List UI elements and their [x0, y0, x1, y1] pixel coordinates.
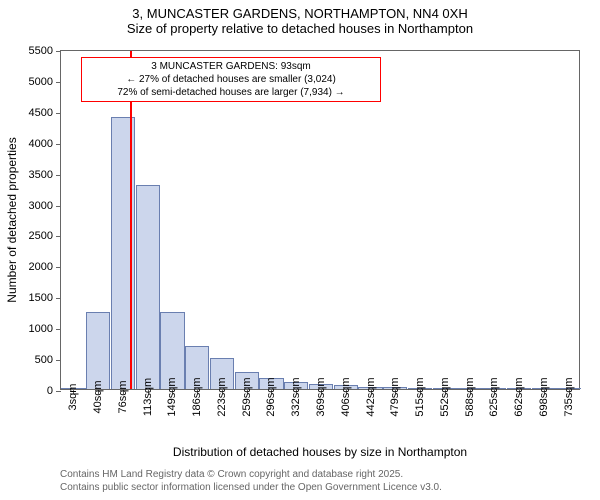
ytick-line	[56, 51, 61, 52]
ytick-line	[56, 82, 61, 83]
xtick-label: 149sqm	[166, 377, 178, 416]
ytick-line	[56, 206, 61, 207]
chart-container: 3, MUNCASTER GARDENS, NORTHAMPTON, NN4 0…	[0, 0, 600, 500]
y-axis-label: Number of detached properties	[5, 137, 19, 302]
footer-attribution: Contains HM Land Registry data © Crown c…	[60, 468, 442, 494]
xtick-label: 552sqm	[439, 377, 451, 416]
plot-area: 0500100015002000250030003500400045005000…	[60, 50, 580, 390]
xtick-label: 223sqm	[216, 377, 228, 416]
xtick-label: 40sqm	[92, 380, 104, 413]
ytick-label: 500	[35, 354, 53, 366]
xtick-label: 113sqm	[142, 378, 154, 416]
xtick-label: 406sqm	[340, 377, 352, 416]
ytick-line	[56, 113, 61, 114]
footer-line-1: Contains HM Land Registry data © Crown c…	[60, 468, 442, 481]
xtick-label: 76sqm	[117, 380, 129, 413]
ytick-label: 5000	[29, 76, 53, 88]
ytick-line	[56, 144, 61, 145]
ytick-line	[56, 329, 61, 330]
annotation-box: 3 MUNCASTER GARDENS: 93sqm← 27% of detac…	[81, 57, 381, 102]
xtick-label: 369sqm	[315, 377, 327, 416]
histogram-bar	[86, 312, 110, 389]
ytick-label: 2000	[29, 261, 53, 273]
xtick-label: 662sqm	[513, 377, 525, 416]
xtick-label: 3sqm	[67, 384, 79, 411]
chart-title-sub: Size of property relative to detached ho…	[0, 21, 600, 36]
chart-title-main: 3, MUNCASTER GARDENS, NORTHAMPTON, NN4 0…	[0, 0, 600, 21]
xtick-label: 735sqm	[563, 377, 575, 416]
xtick-label: 332sqm	[290, 377, 302, 416]
ytick-label: 1000	[29, 323, 53, 335]
ytick-label: 0	[47, 385, 53, 397]
ytick-label: 4000	[29, 138, 53, 150]
histogram-bar	[136, 185, 160, 389]
annotation-line-1: 3 MUNCASTER GARDENS: 93sqm	[88, 60, 374, 73]
ytick-label: 4500	[29, 107, 53, 119]
xtick-label: 442sqm	[365, 377, 377, 416]
ytick-label: 2500	[29, 230, 53, 242]
ytick-label: 3000	[29, 200, 53, 212]
ytick-line	[56, 391, 61, 392]
xtick-label: 186sqm	[191, 377, 203, 416]
xtick-label: 698sqm	[538, 377, 550, 416]
ytick-label: 5500	[29, 45, 53, 57]
xtick-label: 625sqm	[488, 377, 500, 416]
footer-line-2: Contains public sector information licen…	[60, 481, 442, 494]
xtick-label: 515sqm	[414, 377, 426, 416]
xtick-label: 588sqm	[464, 377, 476, 416]
xtick-label: 296sqm	[265, 377, 277, 416]
xtick-label: 259sqm	[241, 377, 253, 416]
ytick-line	[56, 298, 61, 299]
ytick-line	[56, 236, 61, 237]
ytick-label: 1500	[29, 292, 53, 304]
ytick-line	[56, 267, 61, 268]
ytick-line	[56, 360, 61, 361]
annotation-line-2: ← 27% of detached houses are smaller (3,…	[88, 73, 374, 86]
x-axis-label: Distribution of detached houses by size …	[60, 445, 580, 459]
annotation-line-3: 72% of semi-detached houses are larger (…	[88, 86, 374, 99]
ytick-label: 3500	[29, 169, 53, 181]
xtick-label: 479sqm	[389, 377, 401, 416]
ytick-line	[56, 175, 61, 176]
